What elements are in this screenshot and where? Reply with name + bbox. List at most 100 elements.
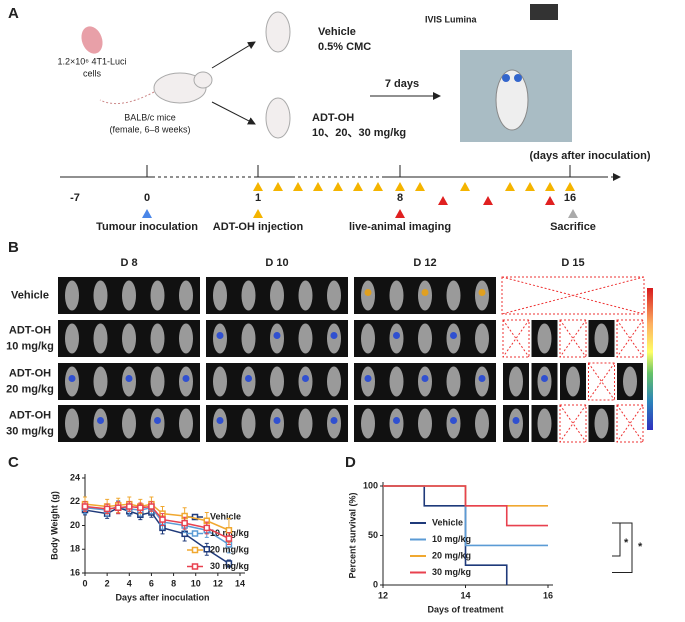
legend-label: 20 mg/kg <box>432 550 471 560</box>
empty-cell <box>616 319 644 358</box>
signal <box>273 332 281 339</box>
significance-bracket <box>612 522 633 573</box>
marker <box>203 524 211 532</box>
y-tick-label: 16 <box>70 567 80 577</box>
dose-markers <box>142 182 578 218</box>
arrow <box>211 41 256 69</box>
mouse-icon <box>99 71 213 105</box>
signal <box>421 289 429 296</box>
row-label: ADT-OH <box>9 324 51 336</box>
signal <box>330 332 338 339</box>
x-tick-label: 16 <box>543 590 553 600</box>
cells-text: cells <box>83 68 102 78</box>
mouse <box>122 408 136 439</box>
event-label: ADT-OH injection <box>213 221 304 233</box>
legend-marker <box>191 563 199 570</box>
mouse-icon <box>495 69 529 131</box>
signal <box>182 375 190 382</box>
marker-triangle <box>313 182 323 191</box>
mouse <box>179 323 193 354</box>
survival-step <box>383 485 548 527</box>
signal <box>125 375 133 382</box>
timeline-tick: 8 <box>397 192 403 204</box>
y-tick-label: 50 <box>368 530 378 540</box>
mouse <box>65 280 79 311</box>
event-label: Tumour inoculation <box>96 221 198 233</box>
mouse <box>361 323 375 354</box>
marker-triangle <box>525 182 535 191</box>
legend-label: Vehicle <box>432 517 463 527</box>
marker-triangle <box>353 182 363 191</box>
signal <box>421 375 429 382</box>
y-tick-label: 0 <box>373 579 378 589</box>
series-line <box>84 506 230 565</box>
mouse <box>241 408 256 439</box>
row-label: 10 mg/kg <box>6 340 54 352</box>
event-label: Sacrifice <box>550 221 596 233</box>
x-tick-label: 14 <box>460 590 470 600</box>
column-header: D 15 <box>561 257 584 269</box>
mouse-icon <box>265 11 291 139</box>
marker-triangle <box>273 182 283 191</box>
series-line <box>84 505 230 540</box>
row-label: ADT-OH <box>9 367 51 379</box>
signal <box>393 332 400 339</box>
mouse <box>93 323 108 354</box>
timeline-tick: 0 <box>144 192 150 204</box>
y-tick-label: 22 <box>70 496 80 506</box>
marker <box>148 503 155 510</box>
empty-cell <box>502 319 530 358</box>
mouse <box>475 408 489 439</box>
x-tick-label: 4 <box>127 578 132 588</box>
camera-icon <box>530 4 558 20</box>
legend-label: 20 mg/kg <box>210 544 249 554</box>
signal <box>216 332 224 339</box>
empty-cross <box>559 404 587 443</box>
empty-cross <box>588 362 615 401</box>
x-tick-label: 10 <box>191 578 201 588</box>
mouse <box>122 323 136 354</box>
panel-label: B <box>8 239 19 256</box>
significance-mark: * <box>638 541 643 553</box>
x-tick-label: 2 <box>105 578 110 588</box>
marker-triangle <box>253 209 263 218</box>
signal <box>364 289 372 296</box>
mice-text: (female, 6–8 weeks) <box>109 124 190 134</box>
marker-triangle <box>438 196 448 205</box>
mouse <box>594 323 609 354</box>
tumor-icon <box>81 26 103 54</box>
marker <box>203 546 211 553</box>
empty-cross <box>616 404 644 443</box>
marker <box>181 519 188 527</box>
timeline-tick: 1 <box>255 192 261 204</box>
arrow <box>211 101 256 125</box>
legend-marker <box>191 546 199 554</box>
marker-triangle <box>568 209 578 218</box>
mouse <box>270 280 284 311</box>
signal <box>478 289 486 296</box>
marker <box>126 503 133 510</box>
row-label: 30 mg/kg <box>6 425 54 437</box>
event-label: live-animal imaging <box>349 221 451 233</box>
mouse <box>389 366 404 397</box>
mouse <box>93 280 108 311</box>
signal <box>450 417 457 424</box>
timeline <box>60 165 621 181</box>
marker-triangle <box>415 182 425 191</box>
timeline-tick: 16 <box>564 192 576 204</box>
marker <box>103 505 111 513</box>
group-label: Vehicle <box>318 26 356 38</box>
mouse <box>150 366 165 397</box>
signal <box>154 417 161 424</box>
signal <box>450 332 457 339</box>
signal <box>478 375 486 382</box>
marker <box>225 527 233 534</box>
y-tick-label: 24 <box>70 472 80 482</box>
marker <box>81 503 89 510</box>
mouse <box>241 280 256 311</box>
column-header: D 8 <box>120 257 137 269</box>
marker-triangle <box>373 182 383 191</box>
signal <box>216 417 224 424</box>
mouse <box>213 280 227 311</box>
